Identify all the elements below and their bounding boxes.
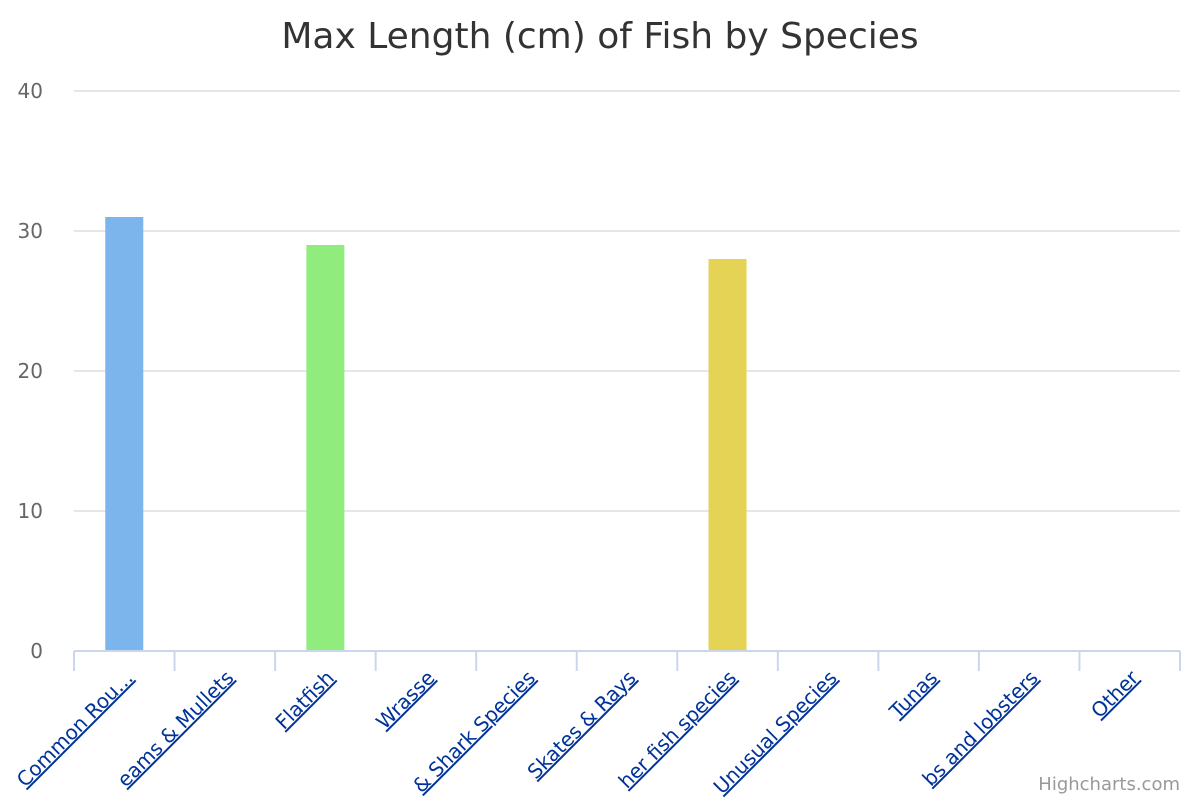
y-tick-label: 40 bbox=[18, 79, 43, 103]
credits-link[interactable]: Highcharts.com bbox=[1038, 774, 1180, 795]
y-axis: 0 10 20 30 40 bbox=[18, 79, 43, 663]
bars bbox=[105, 217, 747, 651]
x-axis bbox=[73, 650, 1181, 671]
x-tick-label[interactable]: Wrasse bbox=[371, 666, 439, 734]
y-tick-label: 30 bbox=[18, 219, 43, 243]
y-tick-label: 0 bbox=[30, 639, 43, 663]
chart-title: Max Length (cm) of Fish by Species bbox=[281, 16, 918, 57]
grid bbox=[74, 90, 1180, 512]
bar[interactable] bbox=[708, 259, 747, 651]
x-tick-label[interactable]: Flatfish bbox=[270, 666, 338, 734]
y-tick-label: 20 bbox=[18, 359, 43, 383]
bar[interactable] bbox=[105, 217, 144, 651]
x-axis-labels: Common Rou…eams & Mullets Flatfish Wrasse&… bbox=[12, 665, 1144, 799]
bar[interactable] bbox=[306, 245, 345, 651]
x-tick-label[interactable]: Other bbox=[1086, 665, 1144, 723]
x-tick-label[interactable]: Tunas bbox=[884, 666, 942, 724]
y-tick-label: 10 bbox=[18, 499, 43, 523]
